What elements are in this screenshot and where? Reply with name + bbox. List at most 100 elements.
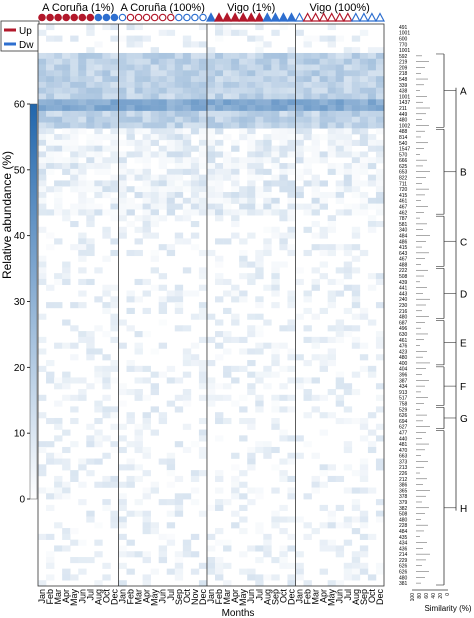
heatmap-cell [319, 429, 328, 436]
heatmap-cell [311, 116, 320, 123]
heatmap-cell [110, 186, 119, 193]
heatmap-cell [247, 52, 256, 60]
cluster-label: A [460, 87, 467, 98]
heatmap-cell [54, 458, 63, 465]
heatmap-cell [359, 76, 369, 83]
heatmap-cell [70, 128, 79, 135]
heatmap-cell [327, 249, 337, 257]
heatmap-cell [206, 557, 216, 564]
heatmap-cell [367, 441, 377, 448]
otu-label: 216 [399, 309, 408, 315]
heatmap-cell [142, 163, 151, 170]
heatmap-cell [174, 122, 184, 129]
heatmap-cell [142, 151, 151, 158]
marker-circle [134, 13, 143, 22]
heatmap-cell [86, 510, 95, 517]
heatmap-cell [263, 203, 272, 210]
heatmap-cell [70, 58, 79, 65]
heatmap-cell [174, 568, 184, 575]
heatmap-cell [142, 452, 151, 459]
heatmap-cell [375, 81, 385, 89]
heatmap-cell [247, 58, 256, 65]
heatmap-cell [102, 574, 111, 581]
heatmap-cell [351, 232, 361, 239]
heatmap-cell [142, 412, 151, 419]
heatmap-cell [367, 52, 377, 60]
otu-label: 467 [399, 205, 408, 211]
heatmap-cell [359, 122, 369, 129]
heatmap-cell [215, 145, 224, 152]
heatmap-cell [327, 70, 337, 77]
heatmap-cell [198, 284, 208, 291]
heatmap-cell [343, 139, 353, 146]
heatmap-cell [158, 371, 168, 378]
heatmap-cell [198, 371, 208, 378]
heatmap-cell [110, 377, 119, 384]
otu-label: 626 [399, 570, 408, 576]
heatmap-cell [46, 458, 55, 465]
heatmap-cell [295, 562, 304, 569]
heatmap-cell [102, 24, 111, 31]
heatmap-cell [215, 557, 224, 564]
heatmap-cell [287, 475, 296, 483]
heatmap-cell [215, 504, 224, 511]
heatmap-cell [94, 157, 103, 164]
panel-title: A Coruña (100%) [121, 2, 205, 14]
heatmap-cell [271, 52, 280, 60]
heatmap-cell [375, 128, 385, 135]
heatmap-cell [239, 163, 248, 170]
heatmap-cell [94, 429, 103, 436]
heatmap-cell [174, 192, 184, 199]
heatmap-cell [70, 354, 79, 361]
month-tick-label: Oct [182, 589, 192, 604]
otu-label: 1001 [399, 48, 410, 54]
heatmap-cell [54, 64, 63, 71]
heatmap-cell [86, 238, 95, 245]
heatmap-cell [247, 278, 256, 286]
heatmap-cell [62, 215, 71, 222]
heatmap-cell [231, 174, 240, 181]
heatmap-cell [190, 52, 200, 60]
heatmap-cell [54, 105, 63, 112]
month-tick-label: Nov [190, 589, 200, 606]
heatmap-cell [303, 360, 312, 367]
heatmap-cell [375, 180, 385, 187]
heatmap-cell [206, 504, 216, 511]
heatmap-cell [110, 70, 119, 77]
heatmap-cell [198, 76, 208, 83]
heatmap-cell [38, 192, 47, 199]
heatmap-cell [223, 93, 232, 100]
heatmap-cell [327, 192, 337, 199]
heatmap-cell [38, 58, 47, 65]
heatmap-cell [102, 157, 111, 164]
heatmap-cell [174, 475, 184, 483]
heatmap-cell [351, 128, 361, 135]
heatmap-cell [38, 99, 47, 106]
heatmap-cell [215, 163, 224, 170]
heatmap-cell [54, 52, 63, 60]
heatmap-cell [78, 481, 87, 488]
heatmap-cell [134, 278, 143, 286]
heatmap-cell [102, 226, 111, 233]
heatmap-cell [215, 180, 224, 187]
heatmap-cell [255, 168, 264, 175]
heatmap-cell [335, 145, 345, 152]
heatmap-cell [351, 244, 361, 251]
heatmap-cell [255, 394, 264, 401]
heatmap-cell [327, 226, 337, 233]
heatmap-cell [247, 197, 256, 204]
heatmap-cell [46, 168, 55, 175]
heatmap-cell [38, 116, 47, 123]
month-tick-label: Feb [214, 589, 224, 605]
heatmap-cell [198, 139, 208, 146]
heatmap-cell [359, 417, 369, 425]
heatmap-cell [62, 261, 71, 268]
heatmap-cell [327, 35, 337, 42]
heatmap-cell [118, 215, 127, 222]
heatmap-cell [158, 81, 168, 89]
heatmap-cell [158, 134, 168, 141]
heatmap-cell [319, 122, 328, 129]
heatmap-cell [279, 145, 288, 152]
heatmap-cell [311, 180, 320, 187]
